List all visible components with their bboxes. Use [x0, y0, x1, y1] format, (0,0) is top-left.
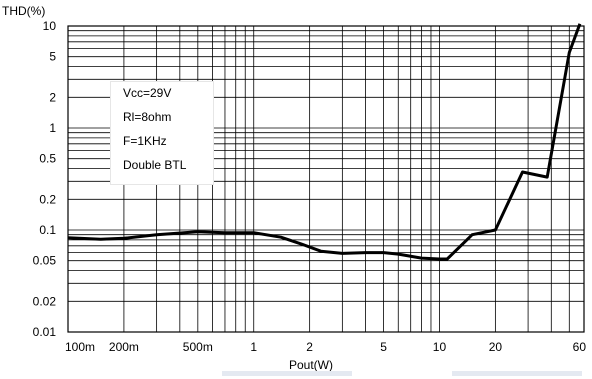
x-tick-label: 200m [109, 340, 139, 354]
y-tick-label: 0.5 [39, 152, 56, 166]
y-tick-label: 5 [49, 50, 56, 64]
y-tick-labels: 0.01 0.02 0.05 0.1 0.2 0.5 1 2 5 10 [33, 19, 57, 339]
legend-vcc: Vcc=29V [123, 86, 172, 100]
plot-frame [67, 25, 585, 333]
x-tick-label: 500m [183, 340, 213, 354]
x-tick-label: 20 [489, 340, 503, 354]
y-tick-label: 0.02 [33, 294, 57, 308]
y-tick-label: 0.1 [39, 223, 56, 237]
legend-mode: Double BTL [123, 158, 187, 172]
conditions-legend: Vcc=29V Rl=8ohm F=1KHz Double BTL [110, 81, 214, 185]
x-tick-label: 100m [65, 340, 95, 354]
legend-frequency: F=1KHz [123, 134, 167, 148]
watermark-bar-2 [452, 371, 582, 376]
x-tick-label: 60 [573, 340, 587, 354]
watermark-bar-1 [222, 371, 352, 376]
y-tick-label: 2 [49, 90, 56, 104]
series-line-thd [67, 23, 582, 261]
x-tick-label: 5 [380, 340, 387, 354]
y-tick-label: 0.01 [33, 325, 57, 339]
y-tick-label: 0.2 [39, 192, 56, 206]
x-tick-label: 10 [433, 340, 447, 354]
x-axis-label: Pout(W) [288, 358, 333, 372]
y-tick-label: 10 [43, 19, 57, 33]
legend-load: Rl=8ohm [123, 110, 172, 124]
x-tick-label: 2 [306, 340, 313, 354]
y-tick-label: 0.05 [33, 254, 57, 268]
y-axis-label: THD(%) [2, 4, 46, 18]
x-tick-label: 1 [250, 340, 257, 354]
x-tick-labels: 100m 200m 500m 1 2 5 10 20 60 [65, 340, 586, 354]
y-tick-label: 1 [49, 121, 56, 135]
